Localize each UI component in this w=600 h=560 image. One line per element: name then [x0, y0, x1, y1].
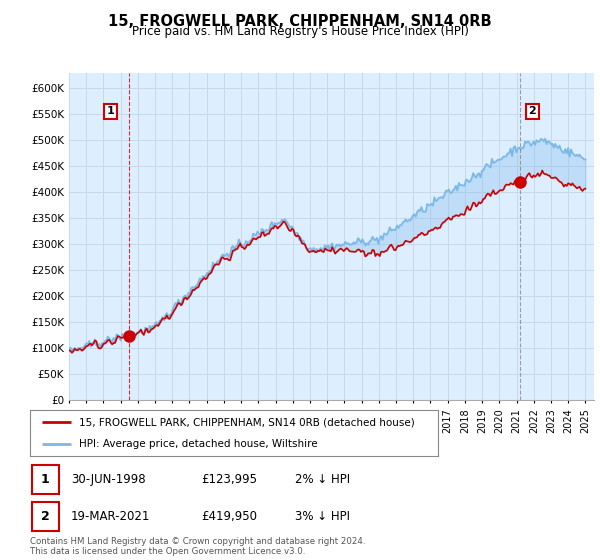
- Text: 2: 2: [529, 106, 536, 116]
- FancyBboxPatch shape: [32, 465, 59, 494]
- Text: 15, FROGWELL PARK, CHIPPENHAM, SN14 0RB (detached house): 15, FROGWELL PARK, CHIPPENHAM, SN14 0RB …: [79, 417, 415, 427]
- Text: 2% ↓ HPI: 2% ↓ HPI: [295, 473, 350, 486]
- Text: 30-JUN-1998: 30-JUN-1998: [71, 473, 145, 486]
- Text: 3% ↓ HPI: 3% ↓ HPI: [295, 510, 350, 524]
- FancyBboxPatch shape: [32, 502, 59, 531]
- Text: Price paid vs. HM Land Registry's House Price Index (HPI): Price paid vs. HM Land Registry's House …: [131, 25, 469, 38]
- Text: 1: 1: [107, 106, 115, 116]
- Text: 15, FROGWELL PARK, CHIPPENHAM, SN14 0RB: 15, FROGWELL PARK, CHIPPENHAM, SN14 0RB: [108, 14, 492, 29]
- Text: HPI: Average price, detached house, Wiltshire: HPI: Average price, detached house, Wilt…: [79, 439, 317, 449]
- Text: Contains HM Land Registry data © Crown copyright and database right 2024.
This d: Contains HM Land Registry data © Crown c…: [30, 537, 365, 557]
- Text: 19-MAR-2021: 19-MAR-2021: [71, 510, 150, 524]
- Text: 2: 2: [41, 510, 49, 524]
- Text: 1: 1: [41, 473, 49, 486]
- Text: £419,950: £419,950: [202, 510, 257, 524]
- Text: £123,995: £123,995: [202, 473, 257, 486]
